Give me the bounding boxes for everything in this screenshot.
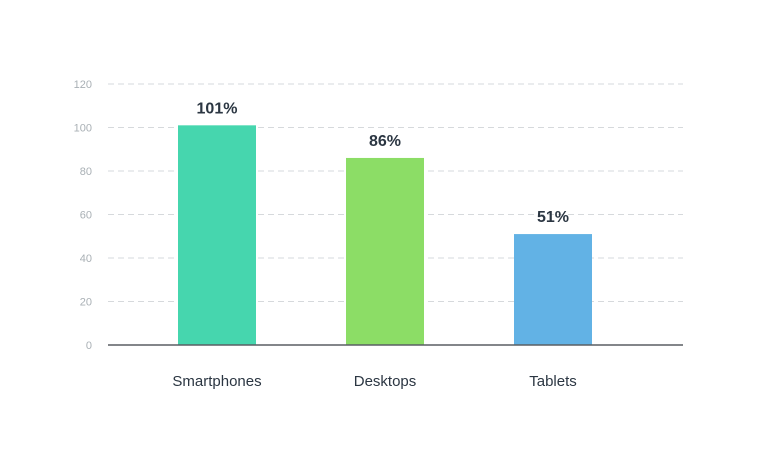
category-label-desktops: Desktops [354, 373, 417, 390]
y-tick-label: 120 [74, 79, 92, 91]
y-tick-label: 20 [80, 297, 92, 309]
bar-tablets [514, 234, 592, 345]
y-tick-label: 40 [80, 253, 92, 265]
value-labels: 101% 86% 51% [197, 100, 569, 226]
y-tick-label: 60 [80, 210, 92, 222]
category-label-smartphones: Smartphones [172, 373, 261, 390]
y-axis-ticks: 0 20 40 60 80 100 120 [74, 79, 92, 352]
y-tick-label: 0 [86, 340, 92, 352]
y-tick-label: 80 [80, 166, 92, 178]
bars [178, 125, 592, 345]
category-labels: Smartphones Desktops Tablets [172, 373, 576, 390]
category-label-tablets: Tablets [529, 373, 577, 390]
bar-desktops [346, 157, 424, 345]
value-label-tablets: 51% [537, 209, 569, 226]
value-label-smartphones: 101% [197, 100, 238, 117]
bar-smartphones [178, 125, 256, 345]
value-label-desktops: 86% [369, 133, 401, 150]
y-tick-label: 100 [74, 123, 92, 135]
